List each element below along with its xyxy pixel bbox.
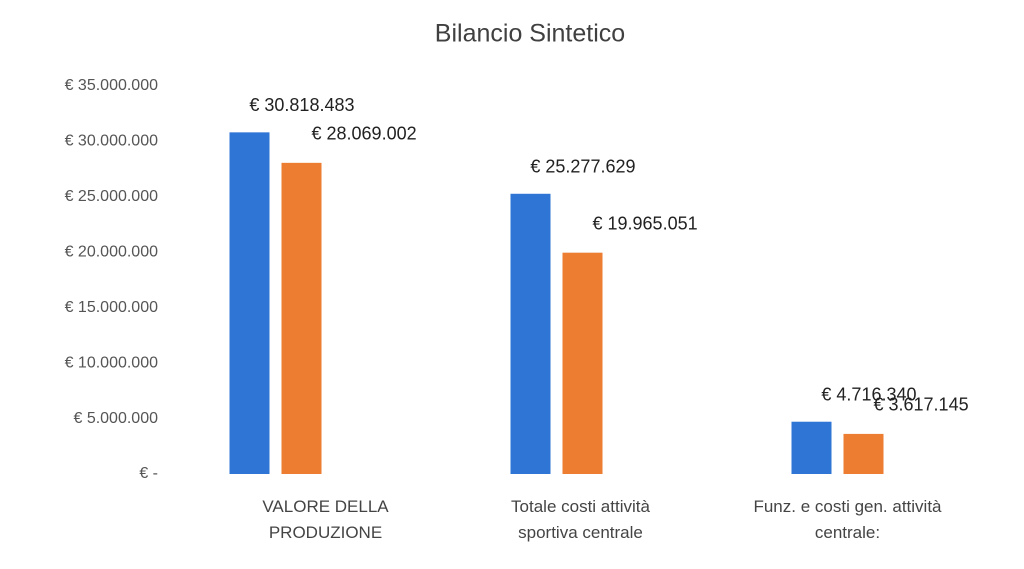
- data-label: € 25.277.629: [530, 157, 635, 177]
- x-tick-label: VALORE DELLA PRODUZIONE: [262, 497, 389, 542]
- x-tick-label: Funz. e costi gen. attività centrale:: [753, 497, 942, 542]
- chart-title: Bilancio Sintetico: [435, 20, 625, 48]
- y-tick-label: € 15.000.000: [65, 299, 159, 316]
- y-tick-label: € 5.000.000: [73, 410, 158, 427]
- data-label: € 30.818.483: [249, 95, 354, 115]
- y-tick-label: € 20.000.000: [65, 244, 159, 261]
- bar: [510, 193, 551, 475]
- data-label: € 3.617.145: [874, 395, 969, 415]
- bar: [843, 433, 884, 474]
- y-tick-label: € 10.000.000: [65, 354, 159, 371]
- y-tick-label: € 35.000.000: [65, 77, 159, 94]
- bar: [229, 132, 270, 474]
- data-label: € 4.716.340: [821, 384, 916, 404]
- y-tick-label: € 25.000.000: [65, 188, 159, 205]
- bar: [562, 252, 603, 474]
- bar: [281, 162, 322, 474]
- data-label: € 19.965.051: [593, 213, 698, 233]
- data-label: € 28.069.002: [312, 124, 417, 144]
- y-tick-label: € -: [139, 465, 158, 482]
- y-tick-label: € 30.000.000: [65, 133, 159, 150]
- bar: [791, 421, 832, 474]
- x-tick-label: Totale costi attività sportiva centrale: [511, 497, 650, 542]
